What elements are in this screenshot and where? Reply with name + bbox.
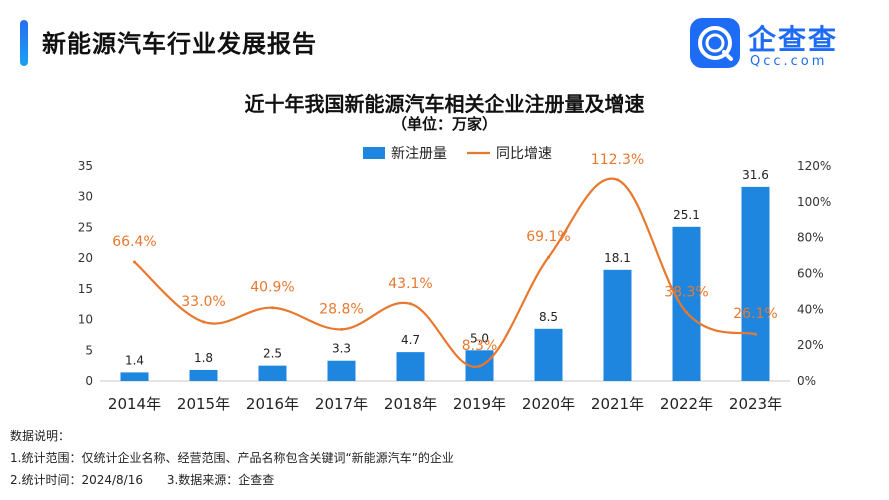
growth-value-label: 40.9% <box>250 280 294 296</box>
x-tick-label: 2019年 <box>453 395 506 413</box>
notes-source: 3.数据来源：企查查 <box>166 473 275 487</box>
bar <box>603 269 632 381</box>
bar <box>672 226 701 381</box>
growth-point <box>478 364 481 368</box>
y-right-tick-label: 40% <box>797 302 824 316</box>
legend-bar-label: 新注册量 <box>391 146 447 162</box>
growth-value-label: 43.1% <box>388 276 432 292</box>
bar-value-label: 5.0 <box>470 331 489 345</box>
y-left-tick-label: 15 <box>78 282 93 296</box>
growth-point <box>616 178 619 182</box>
notes-time: 2.统计时间：2024/8/16 <box>10 473 143 487</box>
growth-point <box>133 260 136 264</box>
bar <box>327 360 356 381</box>
bar-value-label: 8.5 <box>539 310 558 324</box>
bar-value-label: 1.4 <box>125 353 144 367</box>
x-tick-label: 2021年 <box>591 395 644 413</box>
logo-name: 企查查 <box>748 23 839 56</box>
x-tick-label: 2023年 <box>729 395 782 413</box>
bar <box>120 372 149 381</box>
bar <box>741 186 770 381</box>
y-left-tick-label: 30 <box>78 190 93 204</box>
report-title: 新能源汽车行业发展报告 <box>42 30 317 58</box>
bar <box>534 328 563 381</box>
y-right-tick-label: 20% <box>797 338 824 352</box>
y-right-tick-label: 120% <box>797 159 831 173</box>
growth-value-label: 8.3% <box>462 338 498 354</box>
legend-bar-swatch <box>363 147 385 159</box>
logo-domain: Qcc.com <box>750 54 828 69</box>
bar-value-label: 18.1 <box>604 251 631 265</box>
bar-value-label: 2.5 <box>263 347 282 361</box>
x-tick-label: 2022年 <box>660 395 713 413</box>
x-tick-label: 2017年 <box>315 395 368 413</box>
growth-point <box>202 320 205 324</box>
growth-value-label: 38.3% <box>664 284 708 300</box>
data-notes: 数据说明： 1.统计范围：仅统计企业名称、经营范围、产品名称包含关键词“新能源汽… <box>10 425 454 491</box>
qcc-logo-icon <box>690 18 740 68</box>
y-left-tick-label: 25 <box>78 220 93 234</box>
bar-value-label: 31.6 <box>742 168 769 182</box>
notes-heading: 数据说明： <box>10 429 71 443</box>
y-left-tick-label: 35 <box>78 159 93 173</box>
bar-value-label: 4.7 <box>401 333 420 347</box>
notes-time-source: 2.统计时间：2024/8/16 3.数据来源：企查查 <box>10 469 454 491</box>
growth-point <box>547 255 550 259</box>
growth-line <box>133 177 756 368</box>
growth-value-label: 112.3% <box>591 152 644 168</box>
growth-value-label: 26.1% <box>733 306 777 322</box>
y-right-tick-label: 60% <box>797 267 824 281</box>
x-tick-label: 2020年 <box>522 395 575 413</box>
y-left-tick-label: 5 <box>85 343 93 357</box>
legend-line-label: 同比增速 <box>496 146 552 162</box>
x-tick-label: 2015年 <box>177 395 230 413</box>
chart-title: 近十年我国新能源汽车相关企业注册量及增速 <box>244 92 645 116</box>
growth-point <box>409 302 412 306</box>
growth-point <box>340 327 343 331</box>
growth-point <box>754 332 757 336</box>
bar-value-label: 3.3 <box>332 342 351 356</box>
bar <box>258 365 287 381</box>
bar-value-label: 25.1 <box>673 208 700 222</box>
y-right-tick-label: 80% <box>797 231 824 245</box>
bar <box>189 369 218 381</box>
x-tick-label: 2018年 <box>384 395 437 413</box>
y-left-tick-label: 0 <box>85 374 93 388</box>
y-right-tick-label: 100% <box>797 195 831 209</box>
bar <box>396 352 425 381</box>
qcc-logo: 企查查 Qcc.com <box>690 18 870 70</box>
x-tick-label: 2016年 <box>246 395 299 413</box>
growth-point <box>685 310 688 314</box>
growth-value-label: 66.4% <box>112 234 156 250</box>
header-accent-bar <box>20 20 28 66</box>
y-left-tick-label: 10 <box>78 313 93 327</box>
growth-point <box>271 306 274 310</box>
notes-scope: 1.统计范围：仅统计企业名称、经营范围、产品名称包含关键词“新能源汽车”的企业 <box>10 451 454 465</box>
x-tick-label: 2014年 <box>108 395 161 413</box>
bar-value-label: 1.8 <box>194 351 213 365</box>
growth-value-label: 33.0% <box>181 294 225 310</box>
chart-subtitle: （单位：万家） <box>391 115 497 133</box>
growth-value-label: 28.8% <box>319 301 363 317</box>
growth-value-label: 69.1% <box>526 229 570 245</box>
y-left-tick-label: 20 <box>78 251 93 265</box>
y-right-tick-label: 0% <box>797 374 816 388</box>
